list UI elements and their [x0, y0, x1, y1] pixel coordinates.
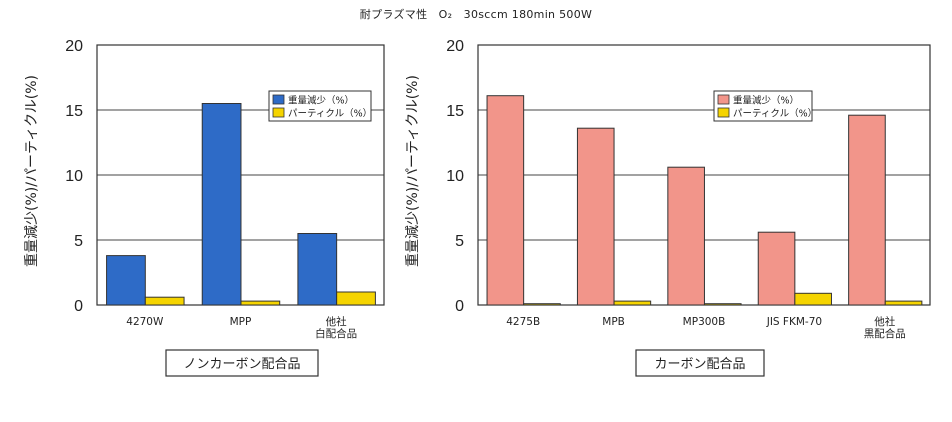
- bar-weight-loss-3: [667, 166, 705, 306]
- category-label: 4270W: [126, 316, 164, 328]
- chart-caption: カーボン配合品: [654, 357, 745, 372]
- bar-weight-loss-1: [486, 95, 525, 306]
- legend-label: パーティクル（%）: [288, 108, 372, 120]
- bar-weight-loss-3: [297, 233, 338, 306]
- chart-caption: ノンカーボン配合品: [183, 357, 300, 372]
- y-tick-label: 5: [455, 233, 464, 250]
- bar-particle-2: [613, 300, 652, 306]
- legend: 重量減少（%）パーティクル（%）: [268, 90, 372, 122]
- legend-label: 重量減少（%）: [288, 95, 354, 107]
- y-tick-label: 15: [446, 103, 464, 120]
- legend: 重量減少（%）パーティクル（%）: [713, 90, 817, 122]
- y-tick-label: 20: [446, 38, 464, 55]
- bar-particle-5: [884, 300, 923, 306]
- bar-particle-3: [336, 291, 376, 306]
- chart-2: 0 5 10 15 20 重量減少(%)/パーティクル(%) 4275B MPB MP300B J…: [404, 38, 931, 377]
- legend-box: [268, 90, 372, 122]
- y-tick-label: 15: [65, 103, 83, 120]
- bar-particle-2: [240, 300, 281, 306]
- legend-box: [713, 90, 813, 122]
- page-title: 耐プラズマ性 O₂ 30sccm 180min 500W: [359, 8, 593, 21]
- legend-swatch: [272, 94, 285, 105]
- bar-particle-1: [523, 303, 561, 306]
- category-label: 白配合品: [315, 327, 357, 340]
- bar-weight-loss-5: [848, 114, 886, 306]
- y-axis-label: 重量減少(%)/パーティクル(%): [23, 75, 40, 267]
- category-label: 他社: [326, 315, 347, 328]
- y-tick-label: 10: [65, 168, 83, 185]
- caption-box: [165, 349, 319, 377]
- category-label: 4275B: [506, 316, 540, 328]
- y-axis-label: 重量減少(%)/パーティクル(%): [404, 75, 421, 267]
- legend-swatch: [717, 107, 730, 118]
- bar-particle-3: [703, 303, 742, 306]
- bar-particle-4: [794, 292, 832, 306]
- bar-weight-loss-4: [757, 231, 796, 306]
- bar-weight-loss-2: [201, 103, 242, 306]
- bar-weight-loss-2: [576, 127, 615, 306]
- legend-swatch: [717, 94, 730, 105]
- category-label: MPP: [230, 316, 252, 328]
- y-tick-label: 10: [446, 168, 464, 185]
- category-label: 黒配合品: [864, 327, 906, 340]
- y-tick-label: 0: [455, 298, 464, 315]
- legend-swatch: [272, 107, 285, 118]
- legend-label: 重量減少（%）: [733, 95, 799, 107]
- y-tick-label: 20: [65, 38, 83, 55]
- category-label: 他社: [874, 315, 895, 328]
- y-tick-label: 0: [74, 298, 83, 315]
- caption-box: [635, 349, 765, 377]
- category-label: JIS FKM-70: [766, 316, 822, 328]
- legend-label: パーティクル（%）: [733, 108, 817, 120]
- category-label: MP300B: [683, 316, 726, 328]
- bar-particle-1: [144, 296, 185, 306]
- category-label: MPB: [602, 316, 625, 328]
- y-tick-label: 5: [74, 233, 83, 250]
- bar-weight-loss-1: [106, 255, 146, 306]
